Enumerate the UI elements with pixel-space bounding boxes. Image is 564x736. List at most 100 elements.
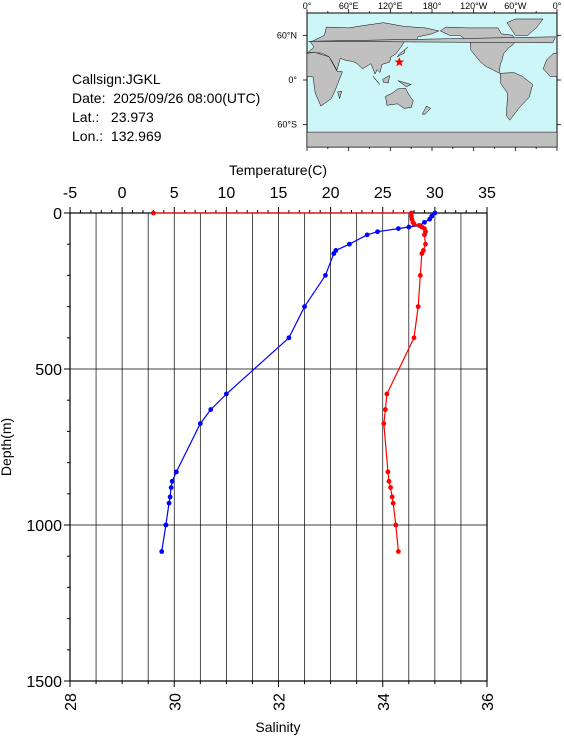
temperature-tick-label: 5 [170,185,179,202]
map-lon-tick-label: 120°W [460,1,488,11]
map-landmass [542,52,558,77]
temperature-tick-label: 30 [426,185,444,202]
salinity-profile-line [153,212,427,552]
temperature-point [163,522,169,528]
temperature-point [364,232,370,238]
salinity-point [382,407,388,412]
map-landmass [397,47,408,58]
lat-value: 23.973 [110,109,154,125]
callsign-label: Callsign: [72,71,126,87]
salinity-point [389,494,395,500]
temperature-point [159,549,165,554]
callsign-value: JGKL [125,71,161,87]
lon-label: Lon.: [72,128,104,144]
date-line: Date: 2025/09/26 08:00(UTC) [72,89,260,108]
temperature-point [432,210,438,216]
station-star-icon [394,57,405,67]
depth-tick-label: 500 [35,362,62,379]
callsign-line: Callsign:JGKL [72,70,260,89]
depth-tick-label: 0 [53,206,62,223]
salinity-point [395,549,401,554]
map-lon-tick-label: 60°W [504,1,527,11]
temperature-point [346,241,352,247]
temperature-tick-label: 35 [478,185,496,202]
temperature-tick-label: 15 [270,185,288,202]
salinity-point [151,210,156,216]
salinity-point [417,273,423,278]
map-landmass [506,18,544,36]
salinity-axis-label: Salinity [255,719,300,735]
temperature-point [286,335,292,341]
temperature-point [331,251,337,256]
map-lon-tick-label: 60°E [339,1,359,11]
salinity-point [423,241,428,247]
depth-tick-label: 1000 [26,518,62,535]
salinity-point [415,304,421,309]
map-landmass [306,22,440,75]
lat-label: Lat.: [72,109,100,125]
map-landmass [372,76,381,85]
temperature-point [323,273,328,278]
station-marker [394,57,405,67]
temperature-point [302,304,307,309]
salinity-point [422,232,427,238]
temperature-point [406,224,412,230]
map-landmass [306,131,558,148]
salinity-tick-label: 32 [272,693,289,711]
salinity-tick-label: 28 [63,693,80,711]
lat-line: Lat.: 23.973 [72,108,260,127]
salinity-point [390,500,396,506]
salinity-point [411,221,417,227]
map-lon-tick-label: 180° [423,1,442,11]
map-landmass [308,36,556,44]
temperature-point [168,485,174,490]
temperature-tick-label: 20 [322,185,340,202]
depth-axis-label: Depth(m) [0,418,14,476]
salinity-tick-label: 34 [376,693,393,711]
date-label: Date: [72,90,106,106]
map-ticks: 0° 60°E 120°E 180° 120°W 60°W 0° 60°N 0° 60°S [277,1,562,151]
lon-value: 132.969 [110,128,162,144]
salinity-point [393,522,399,528]
temperature-point [169,478,175,484]
map-landmass [397,80,412,87]
salinity-point [388,485,393,490]
salinity-tick-label: 30 [167,693,184,711]
map-lon-tick-label: 0° [553,1,562,11]
salinity-point [411,335,417,341]
temperature-point [197,421,203,426]
map-lat-tick-label: 0° [288,75,297,85]
temperature-tick-label: -5 [63,185,77,202]
date-value: 2025/09/26 08:00(UTC) [113,90,261,106]
temperature-point [422,219,427,225]
temperature-profile-line [161,212,436,552]
station-info: Callsign:JGKL Date: 2025/09/26 08:00(UTC… [72,70,260,146]
temperature-point [223,391,229,397]
map-lon-tick-label: 120°E [378,1,403,11]
temperature-tick-label: 10 [217,185,235,202]
salinity-point [384,391,390,397]
depth-tick-label: 1500 [26,674,62,691]
world-map: 0° 60°E 120°E 180° 120°W 60°W 0° 60°N 0° 60°S [277,1,562,151]
salinity-point [381,421,387,426]
map-land [306,18,558,148]
temperature-point [167,494,173,500]
temperature-point [173,469,179,475]
map-landmass [306,52,343,107]
salinity-point [385,469,391,475]
temperature-point [427,216,433,222]
map-landmass [382,75,390,84]
lon-line: Lon.: 132.969 [72,127,260,146]
salinity-point [386,478,392,484]
salinity-tick-label: 36 [480,693,497,711]
map-landmass [337,90,343,100]
map-landmass [421,105,432,115]
temperature-point [375,229,380,235]
temperature-axis-label: Temperature(C) [229,162,327,178]
temperature-point [208,407,214,412]
map-lat-tick-label: 60°N [277,30,297,40]
map-lon-tick-label: 0° [303,1,312,11]
map-landmass [499,72,533,121]
